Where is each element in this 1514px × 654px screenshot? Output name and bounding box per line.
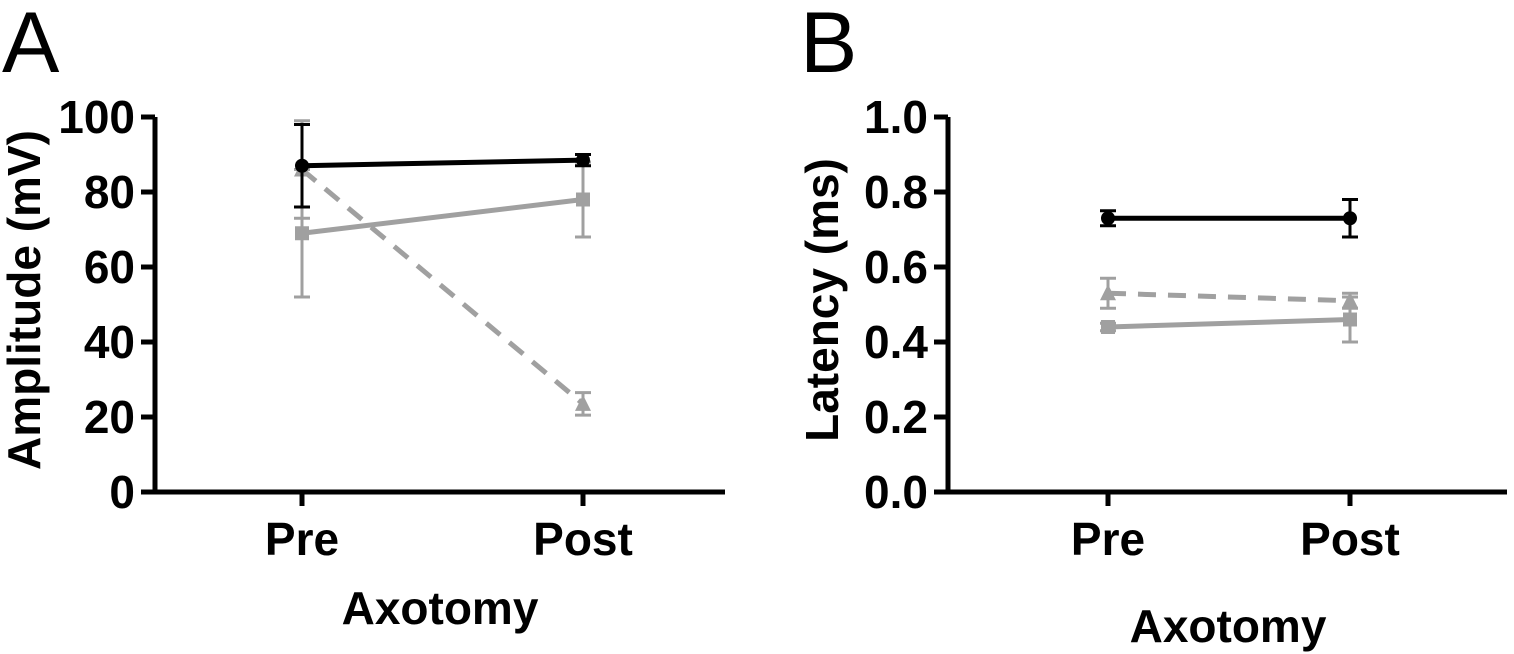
data-point-triangle: [1100, 284, 1116, 301]
series-a-circle: [294, 123, 591, 209]
y-tick-label-b: 0.0: [864, 466, 928, 518]
data-point-square: [1343, 312, 1357, 327]
y-tick-label-b: 0.8: [864, 166, 928, 218]
series-line: [301, 197, 584, 236]
y-tick-label-a: 100: [58, 91, 135, 143]
y-axis-title-a: Amplitude (mV): [0, 130, 50, 470]
y-tick-label-a: 60: [84, 241, 135, 293]
series-line: [301, 157, 584, 169]
x-tick-label-a: Post: [533, 513, 633, 565]
series-a-square: [294, 160, 591, 299]
data-point-circle: [1101, 211, 1115, 226]
data-point-square: [1101, 320, 1115, 334]
panel-a: A Axotomy Amplitude (mV) 0 20 40 60 80 100 Pre…: [0, 0, 725, 634]
data-point-circle: [295, 158, 309, 173]
y-tick-label-a: 20: [84, 391, 135, 443]
data-point-circle: [1343, 211, 1357, 226]
y-tick-label-a: 0: [109, 466, 135, 518]
data-point-circle: [576, 153, 590, 168]
y-tick-label-b: 0.2: [864, 391, 928, 443]
y-tick-label-b: 1.0: [864, 91, 928, 143]
y-tick-label-b: 0.6: [864, 241, 928, 293]
x-axis-title-a: Axotomy: [342, 582, 539, 634]
data-point-square: [295, 226, 309, 241]
series-line: [300, 167, 585, 406]
panel-label-a: A: [2, 0, 60, 91]
y-tick-label-b: 0.4: [864, 316, 928, 368]
series-b-circle: [1100, 198, 1358, 239]
series-line: [1107, 317, 1351, 330]
data-point-square: [576, 192, 590, 207]
panel-b: B Axotomy Latency (ms) 0.0 0.2 0.4 0.6 0.8 1.…: [796, 0, 1507, 652]
ticks-b: 0.0 0.2 0.4 0.6 0.8 1.0 Pre Post: [864, 91, 1400, 565]
series-b-square: [1100, 295, 1358, 344]
x-tick-label-a: Pre: [265, 513, 339, 565]
x-tick-label-b: Post: [1300, 513, 1400, 565]
series-line: [1107, 290, 1351, 304]
y-tick-label-a: 80: [84, 166, 135, 218]
series-b: [1100, 198, 1358, 344]
panel-label-b: B: [800, 0, 857, 91]
series-b-triangle: [1100, 276, 1358, 310]
y-axis-title-b: Latency (ms): [796, 158, 848, 442]
ticks-a: 0 20 40 60 80 100 Pre Post: [58, 91, 633, 565]
series-a: [294, 119, 591, 417]
data-point-triangle: [575, 394, 591, 411]
y-tick-label-a: 40: [84, 316, 135, 368]
series-a-triangle: [294, 119, 591, 417]
x-axis-title-b: Axotomy: [1130, 600, 1327, 652]
x-tick-label-b: Pre: [1071, 513, 1145, 565]
